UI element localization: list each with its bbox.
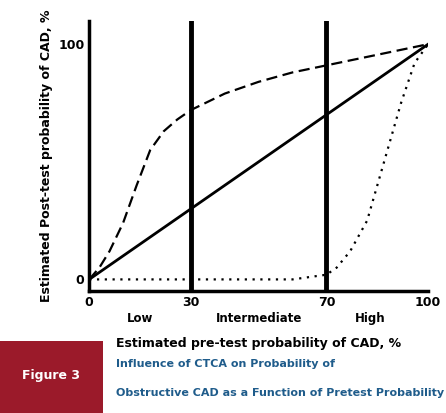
Text: Obstructive CAD as a Function of Pretest Probability: Obstructive CAD as a Function of Pretest… — [116, 388, 444, 398]
Text: Intermediate: Intermediate — [215, 312, 302, 325]
Text: Influence of CTCA on Probability of: Influence of CTCA on Probability of — [116, 359, 335, 369]
Text: Figure 3: Figure 3 — [22, 369, 80, 382]
Bar — [0, 341, 103, 413]
Y-axis label: Estimated Post-test probability of CAD, %: Estimated Post-test probability of CAD, … — [40, 9, 53, 302]
Text: Low: Low — [127, 312, 153, 325]
X-axis label: Estimated pre-test probability of CAD, %: Estimated pre-test probability of CAD, % — [116, 337, 401, 350]
Text: High: High — [355, 312, 386, 325]
